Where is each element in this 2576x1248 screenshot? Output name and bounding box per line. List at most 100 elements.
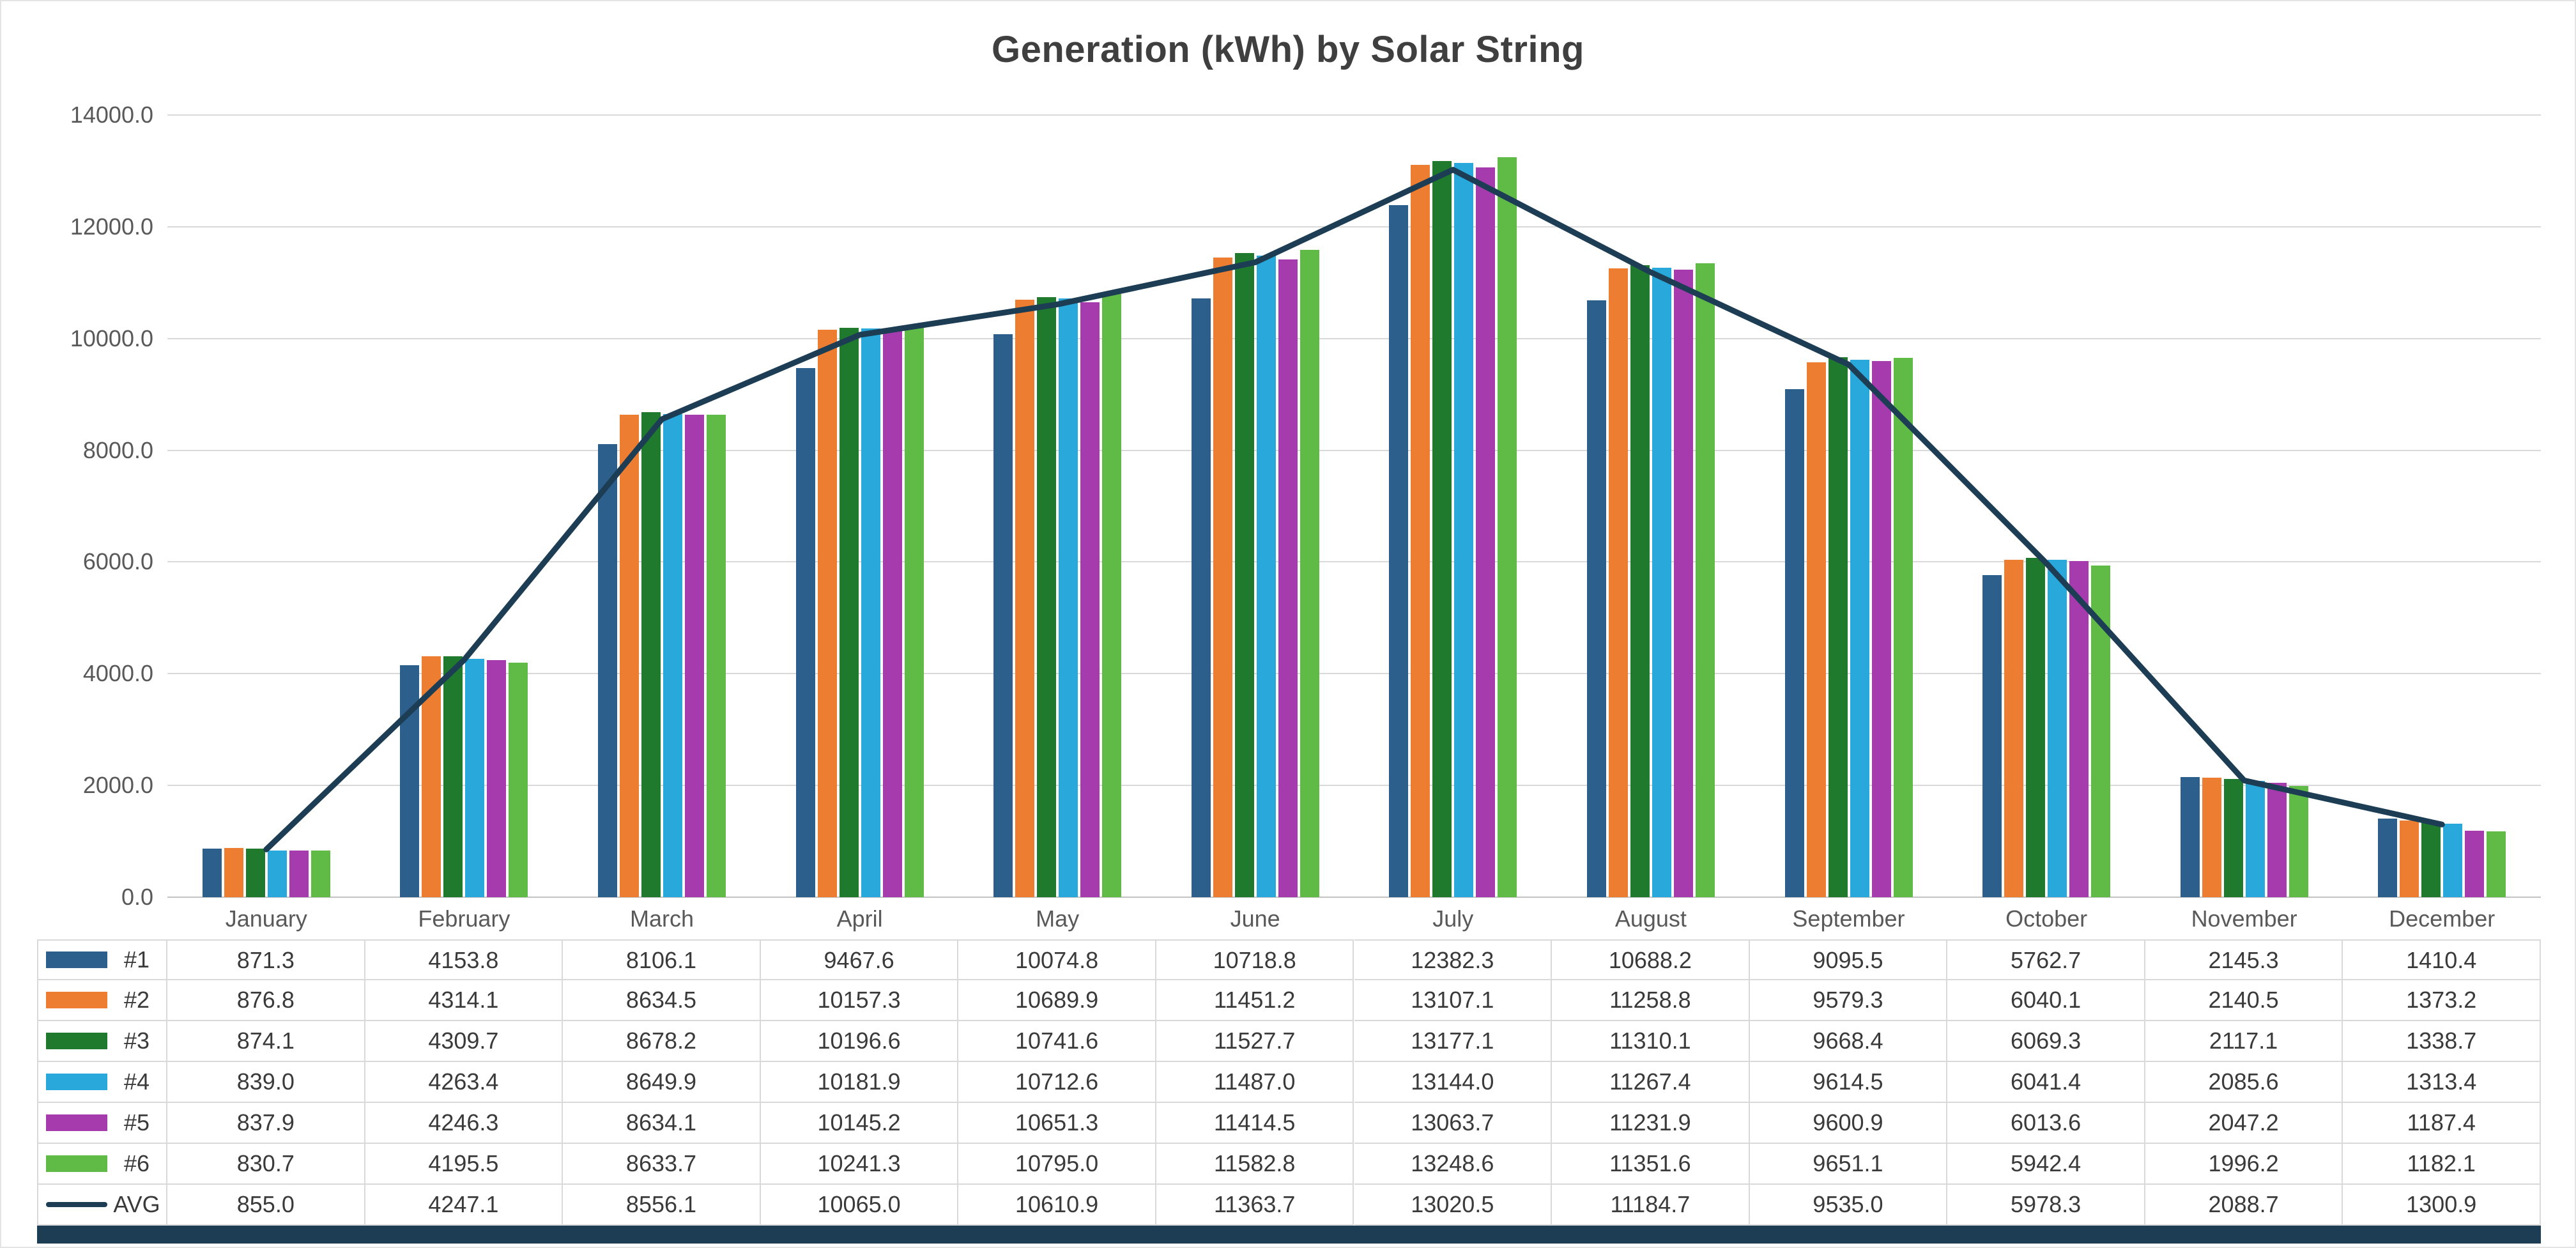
series-name: #6	[123, 1150, 150, 1176]
bar-series-1-november	[2180, 777, 2200, 897]
series-name: #5	[123, 1109, 150, 1136]
table-value-cell: 10157.3	[760, 980, 959, 1021]
y-axis-tick-label: 0.0	[121, 884, 153, 910]
table-value-cell: 11267.4	[1552, 1062, 1750, 1103]
bar-legend-key-icon	[46, 992, 107, 1008]
x-category-label: October	[2005, 905, 2088, 932]
table-value-cell: 1338.7	[2343, 1021, 2541, 1062]
series-name: AVG	[113, 1191, 160, 1217]
bar-series-6-february	[509, 663, 528, 897]
bar-series-2-march	[620, 415, 639, 897]
x-category-label: March	[629, 905, 694, 932]
table-value-cell: 6069.3	[1947, 1021, 2145, 1062]
bar-series-3-june	[1234, 253, 1254, 897]
bar-series-3-november	[2223, 778, 2243, 897]
table-value-cell: 5762.7	[1947, 939, 2145, 980]
table-value-cell: 830.7	[167, 1144, 365, 1185]
series-name-cell: #3	[37, 1021, 167, 1062]
table-value-cell: 6040.1	[1947, 980, 2145, 1021]
bar-series-6-december	[2487, 831, 2506, 897]
table-value-cell: 5978.3	[1947, 1185, 2145, 1226]
table-value-cell: 2140.5	[2145, 980, 2343, 1021]
bar-series-3-may	[1037, 297, 1057, 897]
bar-series-5-november	[2267, 783, 2287, 897]
bar-series-3-september	[1828, 357, 1848, 897]
table-value-cell: 1182.1	[2343, 1144, 2541, 1185]
bar-series-6-march	[707, 415, 726, 897]
table-value-cell: 9579.3	[1749, 980, 1948, 1021]
bar-series-2-april	[817, 330, 837, 897]
y-axis-tick-label: 8000.0	[82, 436, 153, 463]
x-category-label: September	[1792, 905, 1905, 932]
x-category-label: December	[2389, 905, 2496, 932]
bar-series-3-october	[2026, 558, 2045, 897]
table-value-cell: 10065.0	[760, 1185, 959, 1226]
table-value-cell: 13020.5	[1354, 1185, 1552, 1226]
bar-legend-key-icon	[46, 1033, 107, 1049]
bar-series-5-april	[882, 330, 902, 897]
bar-series-2-may	[1015, 300, 1035, 897]
bar-series-4-june	[1256, 255, 1276, 897]
bar-series-1-december	[2378, 818, 2398, 897]
table-value-cell: 13063.7	[1354, 1103, 1552, 1144]
gridline	[167, 114, 2541, 116]
series-name-cell: #2	[37, 980, 167, 1021]
table-value-cell: 8649.9	[563, 1062, 761, 1103]
x-category-label: July	[1432, 905, 1474, 932]
bar-series-4-july	[1454, 162, 1474, 897]
table-value-cell: 11258.8	[1552, 980, 1750, 1021]
table-value-cell: 839.0	[167, 1062, 365, 1103]
bar-series-1-october	[1982, 575, 2002, 897]
table-value-cell: 4153.8	[365, 939, 564, 980]
bar-legend-key-icon	[46, 1114, 107, 1131]
bar-series-3-march	[641, 412, 661, 897]
bar-series-3-july	[1432, 160, 1452, 897]
bar-series-5-july	[1476, 167, 1496, 897]
chart-title: Generation (kWh) by Solar String	[992, 29, 1584, 70]
x-category-label: June	[1230, 905, 1280, 932]
table-value-cell: 10074.8	[958, 939, 1156, 980]
bar-series-5-march	[685, 415, 704, 897]
series-name-cell: AVG	[37, 1185, 167, 1226]
table-value-cell: 1187.4	[2343, 1103, 2541, 1144]
table-value-cell: 8556.1	[563, 1185, 761, 1226]
bar-series-3-august	[1630, 265, 1650, 897]
series-name: #2	[123, 987, 150, 1013]
table-bottom-bar	[37, 1226, 2541, 1244]
bar-series-4-april	[861, 328, 880, 897]
table-value-cell: 6013.6	[1947, 1103, 2145, 1144]
bar-series-2-august	[1608, 268, 1628, 897]
table-value-cell: 11363.7	[1156, 1185, 1354, 1226]
series-name-cell: #1	[37, 939, 167, 980]
table-value-cell: 9651.1	[1749, 1144, 1948, 1185]
table-value-cell: 8106.1	[563, 939, 761, 980]
bar-series-5-february	[487, 659, 507, 897]
x-category-label: January	[225, 905, 307, 932]
y-axis-tick-label: 6000.0	[82, 548, 153, 575]
table-value-cell: 10196.6	[760, 1021, 959, 1062]
bar-series-1-january	[202, 848, 222, 897]
series-name-cell: #6	[37, 1144, 167, 1185]
table-value-cell: 1313.4	[2343, 1062, 2541, 1103]
table-value-cell: 11487.0	[1156, 1062, 1354, 1103]
x-category-label: May	[1036, 905, 1080, 932]
table-value-cell: 10181.9	[760, 1062, 959, 1103]
table-value-cell: 2088.7	[2145, 1185, 2343, 1226]
bar-series-5-october	[2069, 561, 2089, 897]
bar-series-4-may	[1059, 298, 1078, 897]
table-value-cell: 10689.9	[958, 980, 1156, 1021]
table-value-cell: 8634.1	[563, 1103, 761, 1144]
bar-series-2-january	[224, 848, 243, 897]
table-value-cell: 11184.7	[1552, 1185, 1750, 1226]
table-value-cell: 4246.3	[365, 1103, 564, 1144]
table-value-cell: 1300.9	[2343, 1185, 2541, 1226]
table-value-cell: 11527.7	[1156, 1021, 1354, 1062]
table-value-cell: 8678.2	[563, 1021, 761, 1062]
bar-series-5-may	[1080, 302, 1100, 897]
table-value-cell: 11231.9	[1552, 1103, 1750, 1144]
table-value-cell: 876.8	[167, 980, 365, 1021]
bar-series-5-june	[1278, 259, 1298, 897]
table-value-cell: 4247.1	[365, 1185, 564, 1226]
bar-series-3-april	[839, 327, 859, 897]
y-axis-tick-label: 14000.0	[70, 102, 153, 128]
